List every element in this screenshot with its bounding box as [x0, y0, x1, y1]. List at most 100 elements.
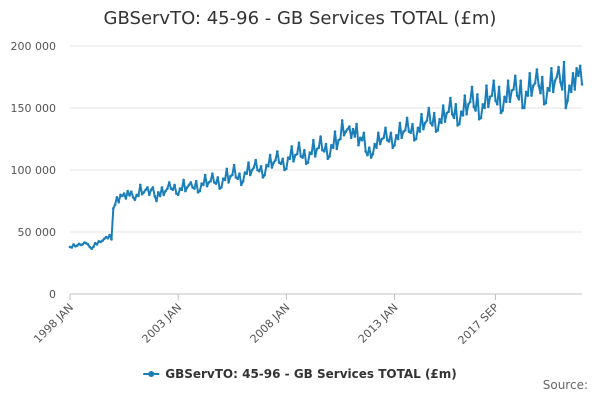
data-point — [250, 168, 254, 172]
data-point — [452, 116, 456, 120]
chart-title: GBServTO: 45-96 - GB Services TOTAL (£m) — [103, 8, 497, 29]
data-point — [267, 165, 270, 168]
data-point — [133, 198, 137, 202]
data-point — [249, 173, 252, 177]
data-point — [404, 129, 407, 132]
source-label: Source: — [542, 378, 588, 392]
data-point — [371, 152, 375, 156]
data-point — [440, 121, 443, 125]
y-tick-label: 200 000 — [11, 40, 57, 53]
data-point — [382, 136, 386, 140]
data-point — [559, 80, 562, 84]
data-point — [279, 162, 283, 166]
data-point — [436, 129, 440, 132]
data-point — [322, 150, 326, 153]
data-point — [297, 141, 301, 144]
data-point — [447, 110, 450, 113]
data-point — [333, 130, 337, 133]
data-point — [223, 178, 227, 182]
data-point — [128, 194, 131, 197]
data-point — [555, 75, 559, 79]
data-point — [252, 166, 256, 169]
data-point — [425, 119, 429, 122]
data-point — [121, 194, 124, 198]
data-point — [490, 94, 494, 97]
data-point — [519, 79, 522, 82]
data-point — [420, 112, 423, 116]
data-point — [396, 137, 400, 141]
data-point — [541, 75, 544, 79]
y-tick-label: 0 — [49, 288, 56, 301]
data-point — [153, 194, 156, 198]
data-point — [472, 105, 476, 109]
data-point — [263, 173, 267, 177]
legend-label: GBServTO: 45-96 - GB Services TOTAL (£m) — [165, 367, 457, 381]
x-tick-label: 2013 JAN — [356, 301, 401, 346]
legend[interactable]: GBServTO: 45-96 - GB Services TOTAL (£m) — [143, 367, 457, 381]
data-point — [546, 86, 549, 90]
data-point — [112, 207, 115, 210]
data-point — [90, 247, 93, 250]
data-point — [398, 121, 402, 125]
data-point — [414, 137, 418, 141]
data-point — [328, 155, 331, 158]
data-point — [231, 173, 234, 177]
data-point — [512, 88, 515, 91]
data-point — [564, 106, 568, 110]
data-point — [103, 237, 106, 241]
data-point — [362, 131, 366, 135]
data-point — [528, 72, 531, 75]
data-point — [465, 112, 468, 116]
data-point — [164, 189, 167, 193]
data-point — [214, 182, 218, 185]
data-point — [319, 135, 322, 138]
data-point — [88, 245, 92, 249]
data-point — [306, 161, 310, 164]
data-point — [571, 72, 575, 75]
data-point — [259, 165, 263, 168]
data-point — [312, 138, 315, 142]
data-point — [160, 186, 164, 189]
data-point — [456, 124, 459, 127]
data-point — [326, 157, 330, 161]
data-point — [369, 156, 373, 159]
data-point — [281, 157, 285, 161]
data-point — [355, 122, 358, 126]
data-point — [494, 99, 497, 102]
data-point — [142, 191, 146, 194]
data-point — [580, 83, 584, 86]
data-point — [211, 172, 214, 175]
data-point — [241, 179, 245, 183]
data-point — [431, 124, 434, 127]
x-tick-label: 2008 JAN — [248, 301, 293, 346]
data-point — [151, 186, 155, 189]
data-point — [474, 109, 477, 112]
data-point — [124, 197, 128, 200]
data-point — [542, 103, 546, 106]
data-point — [535, 68, 539, 71]
data-point — [360, 138, 364, 142]
data-point — [537, 84, 540, 87]
data-point — [240, 183, 243, 187]
data-point — [146, 186, 149, 189]
data-point — [173, 183, 176, 187]
data-point — [225, 167, 229, 171]
data-point — [391, 146, 395, 149]
data-point — [505, 100, 508, 104]
data-point — [193, 187, 196, 190]
series-layer — [68, 60, 584, 250]
x-tick-label: 1998 JAN — [31, 301, 76, 346]
data-point — [514, 74, 517, 78]
data-point — [481, 103, 485, 106]
data-point — [364, 150, 368, 153]
data-point — [402, 130, 405, 133]
data-point — [375, 146, 378, 149]
data-point — [533, 81, 537, 85]
data-point — [198, 189, 202, 193]
data-point — [429, 121, 432, 125]
data-point — [524, 90, 528, 94]
data-point — [75, 244, 79, 247]
data-point — [313, 155, 317, 158]
data-point — [270, 166, 274, 169]
